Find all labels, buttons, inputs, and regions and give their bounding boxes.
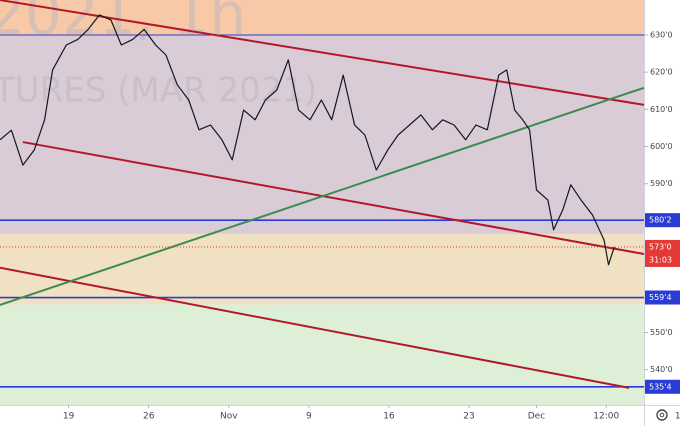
y-tick-label: 540'0 (650, 365, 673, 374)
level-label: 535'4 (649, 382, 672, 391)
x-tick-label: 16 (383, 412, 395, 422)
countdown: 31:03 (649, 255, 672, 264)
x-tick-label: Dec (528, 412, 545, 422)
x-tick-label: 12:00 (593, 412, 619, 422)
zone (0, 233, 644, 305)
level-badge (645, 290, 680, 305)
x-tick-label: 19 (63, 412, 75, 422)
watermark: 2021, 1h (0, 0, 246, 48)
y-tick-label: 610'0 (650, 105, 673, 114)
x-tick-label: Nov (220, 412, 238, 422)
last-price-badge (645, 239, 680, 267)
y-tick-label: 590'0 (650, 179, 673, 188)
level-label: 580'2 (649, 216, 672, 225)
gear-hub[interactable] (659, 412, 665, 418)
settings-icon[interactable] (656, 409, 668, 421)
y-tick-label: 620'0 (650, 68, 673, 77)
trend-line (0, 266, 630, 389)
zone (0, 304, 644, 405)
y-tick-label: 600'0 (650, 142, 673, 151)
trend-line (0, 0, 645, 106)
level-badge (645, 213, 680, 228)
x-tick-label: 14 (675, 412, 680, 422)
x-tick-label: 23 (463, 412, 474, 422)
x-tick-label: 9 (306, 412, 312, 422)
price-line (0, 14, 615, 266)
y-tick-label: 550'0 (650, 328, 673, 337)
trend-line (22, 141, 645, 255)
level-label: 559'4 (649, 293, 672, 302)
level-badge (645, 379, 680, 394)
trend-line (0, 86, 645, 306)
last-price-label: 573'0 (649, 242, 672, 251)
gear[interactable] (656, 409, 668, 421)
x-tick-label: 26 (143, 412, 155, 422)
y-tick-label: 630'0 (650, 30, 673, 39)
zone (0, 34, 644, 234)
watermark: TURES (MAR 2021) (0, 71, 317, 111)
